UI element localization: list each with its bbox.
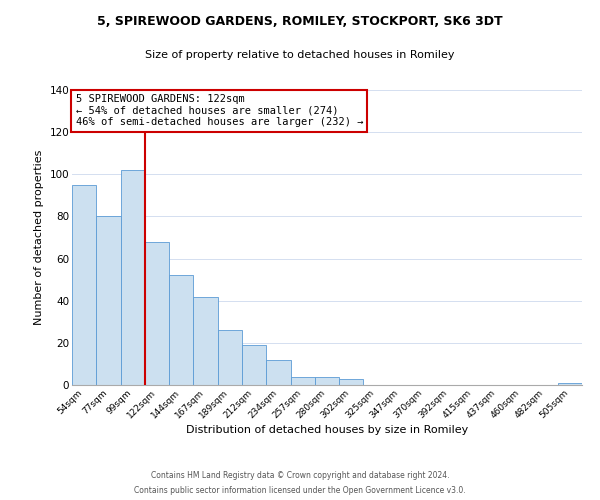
Text: Size of property relative to detached houses in Romiley: Size of property relative to detached ho… (145, 50, 455, 60)
Text: 5 SPIREWOOD GARDENS: 122sqm
← 54% of detached houses are smaller (274)
46% of se: 5 SPIREWOOD GARDENS: 122sqm ← 54% of det… (76, 94, 363, 128)
Text: Contains HM Land Registry data © Crown copyright and database right 2024.: Contains HM Land Registry data © Crown c… (151, 471, 449, 480)
Bar (96, 216, 121, 385)
Text: Contains public sector information licensed under the Open Government Licence v3: Contains public sector information licen… (134, 486, 466, 495)
Bar (169, 276, 193, 385)
Bar (242, 345, 266, 385)
X-axis label: Distribution of detached houses by size in Romiley: Distribution of detached houses by size … (186, 426, 468, 436)
Text: 5, SPIREWOOD GARDENS, ROMILEY, STOCKPORT, SK6 3DT: 5, SPIREWOOD GARDENS, ROMILEY, STOCKPORT… (97, 15, 503, 28)
Bar (558, 383, 582, 385)
Bar (266, 360, 290, 385)
Bar (315, 376, 339, 385)
Bar (145, 242, 169, 385)
Bar (218, 330, 242, 385)
Bar (121, 170, 145, 385)
Bar (72, 185, 96, 385)
Bar (339, 378, 364, 385)
Bar (290, 376, 315, 385)
Bar (193, 296, 218, 385)
Y-axis label: Number of detached properties: Number of detached properties (34, 150, 44, 325)
